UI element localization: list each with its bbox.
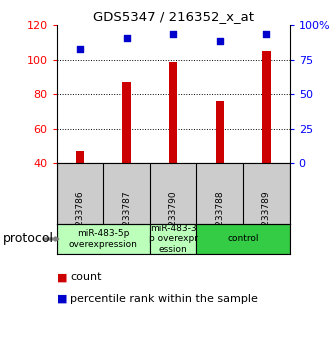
Point — [217, 38, 222, 44]
Text: percentile rank within the sample: percentile rank within the sample — [70, 294, 258, 304]
Text: ■: ■ — [57, 272, 67, 282]
Bar — [215, 101, 224, 163]
Text: miR-483-5p
overexpression: miR-483-5p overexpression — [69, 229, 138, 249]
Bar — [150, 224, 196, 254]
Text: GSM1233786: GSM1233786 — [75, 191, 85, 251]
Text: miR-483-3
p overexpr
ession: miR-483-3 p overexpr ession — [149, 224, 198, 254]
Text: GSM1233789: GSM1233789 — [262, 191, 271, 251]
Text: GSM1233790: GSM1233790 — [168, 191, 178, 251]
Point — [170, 31, 176, 37]
Title: GDS5347 / 216352_x_at: GDS5347 / 216352_x_at — [93, 10, 254, 23]
Text: GSM1233787: GSM1233787 — [122, 191, 131, 251]
Text: control: control — [227, 234, 259, 244]
Bar — [122, 82, 131, 163]
Bar — [57, 224, 150, 254]
Bar — [76, 151, 84, 163]
Point — [77, 46, 83, 52]
Text: protocol: protocol — [3, 232, 54, 245]
Bar — [169, 62, 177, 163]
Bar — [262, 51, 271, 163]
Point — [264, 31, 269, 37]
Point — [124, 35, 129, 41]
Text: ■: ■ — [57, 294, 67, 304]
Text: GSM1233788: GSM1233788 — [215, 191, 224, 251]
Text: count: count — [70, 272, 102, 282]
Bar — [196, 224, 290, 254]
